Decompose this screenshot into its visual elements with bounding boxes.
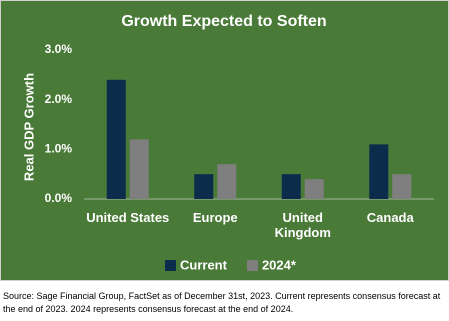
x-tick-label: United Kingdom bbox=[274, 210, 331, 240]
bar bbox=[369, 144, 389, 199]
y-axis-title: Real GDP Growth bbox=[21, 73, 36, 181]
legend-label: 2024* bbox=[262, 257, 297, 272]
bar bbox=[392, 174, 412, 199]
x-tick-label: Canada bbox=[366, 210, 414, 225]
legend-label: Current bbox=[180, 257, 228, 272]
y-tick-label: 1.0% bbox=[45, 142, 73, 156]
x-tick-label: Europe bbox=[192, 210, 238, 225]
bar bbox=[217, 164, 237, 199]
legend-swatch bbox=[246, 260, 258, 271]
chart: Growth Expected to Soften Real GDP Growt… bbox=[21, 13, 434, 272]
source-note: Source: Sage Financial Group, FactSet as… bbox=[3, 291, 441, 314]
y-tick-label: 2.0% bbox=[45, 92, 73, 106]
chart-title: Growth Expected to Soften bbox=[121, 13, 326, 30]
x-tick-label: United States bbox=[86, 210, 170, 225]
bar bbox=[281, 174, 301, 199]
chart-panel bbox=[0, 0, 449, 281]
bar bbox=[194, 174, 214, 199]
y-tick-label: 0.0% bbox=[45, 191, 73, 205]
bar bbox=[106, 79, 126, 199]
y-tick-label: 3.0% bbox=[45, 42, 73, 56]
bar bbox=[129, 139, 149, 199]
legend-swatch bbox=[165, 260, 176, 271]
bar bbox=[304, 179, 324, 199]
